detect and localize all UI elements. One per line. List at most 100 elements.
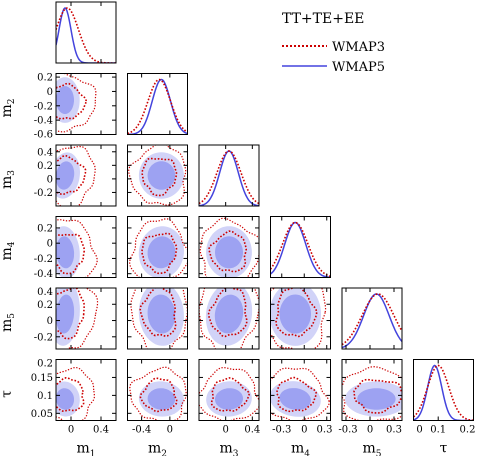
y-tick-label-tau: 0.05 bbox=[31, 409, 53, 420]
y-tick-label-m5: 0.2 bbox=[37, 300, 53, 311]
y-tick-label-tau: 0.1 bbox=[37, 391, 53, 402]
y-tick-label-m3: -0.2 bbox=[34, 188, 53, 199]
marginal-wmap3-tau bbox=[413, 364, 474, 421]
y-axis-label-m2: m2 bbox=[0, 98, 17, 117]
x-axis-label-m5: m5 bbox=[362, 441, 381, 456]
panel-m5-m2 bbox=[127, 287, 188, 350]
contour-wmap5-1sigma bbox=[215, 388, 243, 410]
panel-frame bbox=[55, 1, 117, 64]
panel-m4-m4 bbox=[270, 216, 331, 278]
x-axis-label-m4: m4 bbox=[291, 441, 310, 456]
panel-tau-m3: 0 0.4 m3 bbox=[198, 359, 260, 456]
panel-frame bbox=[55, 216, 117, 278]
panel-content bbox=[270, 288, 327, 349]
y-tick-label-m3: 0.4 bbox=[37, 147, 53, 158]
y-tick-label-m4: 0.2 bbox=[37, 223, 53, 234]
legend-title: TT+TE+EE bbox=[282, 11, 364, 27]
panel-content bbox=[199, 217, 259, 278]
contour-wmap3-1sigma bbox=[141, 157, 178, 197]
y-tick-label-m4: 0 bbox=[47, 239, 53, 250]
y-tick-label-m2: 0.2 bbox=[37, 73, 53, 84]
panel-m2-m1: 0.2 0 -0.2 -0.4 -0.6 m2 bbox=[0, 73, 117, 141]
contour-wmap3-1sigma bbox=[141, 232, 178, 275]
y-axis-label-m3: m3 bbox=[0, 170, 17, 189]
y-tick-label-m2: -0.6 bbox=[34, 130, 53, 141]
y-tick-label-m4: -0.2 bbox=[34, 254, 53, 265]
panel-content bbox=[413, 364, 474, 421]
y-axis-label-m4: m4 bbox=[0, 241, 17, 260]
marginal-wmap3-m2 bbox=[127, 78, 188, 135]
contour-wmap3-2sigma bbox=[129, 366, 187, 421]
panel-tau-m1: 0 0.4 m1 0.2 0.15 0.1 0.05 τ bbox=[0, 359, 117, 456]
panel-frame bbox=[341, 359, 403, 421]
contour-wmap5-1sigma bbox=[56, 86, 74, 114]
x-tick-label-m4: 0.3 bbox=[317, 425, 333, 436]
panel-m5-m1: 0.4 0.2 0 -0.2 m5 bbox=[0, 287, 117, 350]
x-tick-label-m1: 0 bbox=[68, 425, 74, 436]
marginal-wmap3-m3 bbox=[199, 150, 259, 205]
y-tick-label-m5: 0 bbox=[47, 316, 53, 327]
contour-wmap5-1sigma bbox=[357, 388, 396, 410]
panel-m1-m1 bbox=[55, 1, 117, 64]
panel-frame bbox=[55, 144, 117, 207]
y-tick-label-tau: 0.2 bbox=[37, 359, 53, 370]
panel-tau-m5: -0.3 0 0.3 m5 bbox=[338, 359, 403, 456]
contour-wmap3-1sigma bbox=[275, 288, 318, 338]
contour-wmap3-2sigma bbox=[199, 217, 259, 278]
contour-wmap5-1sigma bbox=[279, 388, 311, 410]
contour-wmap5-1sigma bbox=[56, 236, 75, 269]
panel-frame bbox=[341, 287, 403, 350]
legend-label-wmap5: WMAP5 bbox=[332, 60, 385, 75]
marginal-wmap5-m1 bbox=[56, 7, 116, 63]
x-axis-label-tau: τ bbox=[440, 441, 448, 456]
panel-frame bbox=[198, 287, 260, 350]
contour-wmap3-1sigma bbox=[139, 377, 178, 413]
marginal-wmap5-m2 bbox=[127, 78, 188, 135]
panel-m2-m2 bbox=[127, 73, 188, 135]
panel-content bbox=[56, 73, 97, 133]
contour-wmap3-1sigma bbox=[276, 376, 318, 413]
contour-wmap3-1sigma bbox=[139, 288, 177, 337]
panel-content bbox=[199, 366, 259, 421]
x-tick-label-m4: 0 bbox=[301, 425, 307, 436]
contour-wmap3-2sigma bbox=[199, 366, 259, 421]
contour-wmap3-1sigma bbox=[56, 376, 85, 412]
y-tick-label-m2: 0 bbox=[47, 87, 53, 98]
contour-wmap3-2sigma bbox=[128, 145, 187, 206]
y-tick-label-tau: 0.15 bbox=[31, 373, 53, 384]
y-tick-label-m5: 0.4 bbox=[37, 287, 53, 298]
panel-content bbox=[199, 288, 259, 349]
panel-content bbox=[56, 145, 96, 206]
y-tick-label-m2: -0.4 bbox=[34, 116, 53, 127]
x-tick-label-m5: 0.3 bbox=[386, 425, 402, 436]
x-tick-label-tau: 0.1 bbox=[430, 425, 446, 436]
panel-m5-m4 bbox=[270, 287, 331, 350]
panel-frame bbox=[55, 359, 117, 421]
x-axis-label-m1: m1 bbox=[76, 441, 95, 456]
contour-wmap3-1sigma bbox=[210, 377, 250, 412]
contour-wmap5-1sigma bbox=[147, 388, 176, 410]
contour-wmap5-1sigma bbox=[56, 388, 74, 410]
panel-frame bbox=[198, 359, 260, 421]
panel-m3-m2 bbox=[127, 144, 188, 207]
marginal-wmap5-m4 bbox=[270, 221, 331, 278]
contour-wmap3-2sigma bbox=[56, 73, 97, 133]
marginal-wmap3-m5 bbox=[342, 293, 402, 346]
x-tick-label-m3: 0 bbox=[222, 425, 228, 436]
legend-label-wmap3: WMAP3 bbox=[332, 40, 385, 55]
panel-m4-m2 bbox=[127, 216, 188, 278]
legend: TT+TE+EE WMAP3 WMAP5 bbox=[282, 11, 385, 75]
contour-wmap3-1sigma bbox=[208, 230, 248, 273]
panel-tau-tau: 0 0.1 0.2 τ bbox=[413, 359, 476, 456]
contour-wmap5-1sigma bbox=[56, 161, 75, 190]
x-tick-label-m2: -0.4 bbox=[132, 425, 151, 436]
y-tick-label-m3: 0.2 bbox=[37, 161, 53, 172]
panel-frame bbox=[198, 144, 260, 207]
panel-content bbox=[128, 145, 187, 206]
panel-tau-m2: -0.4 0m2 bbox=[127, 359, 188, 456]
panel-m3-m3 bbox=[198, 144, 260, 207]
x-tick-label-m5: -0.3 bbox=[338, 425, 357, 436]
y-axis-label-tau: τ bbox=[0, 390, 15, 398]
x-tick-label-tau: 0.2 bbox=[460, 425, 476, 436]
